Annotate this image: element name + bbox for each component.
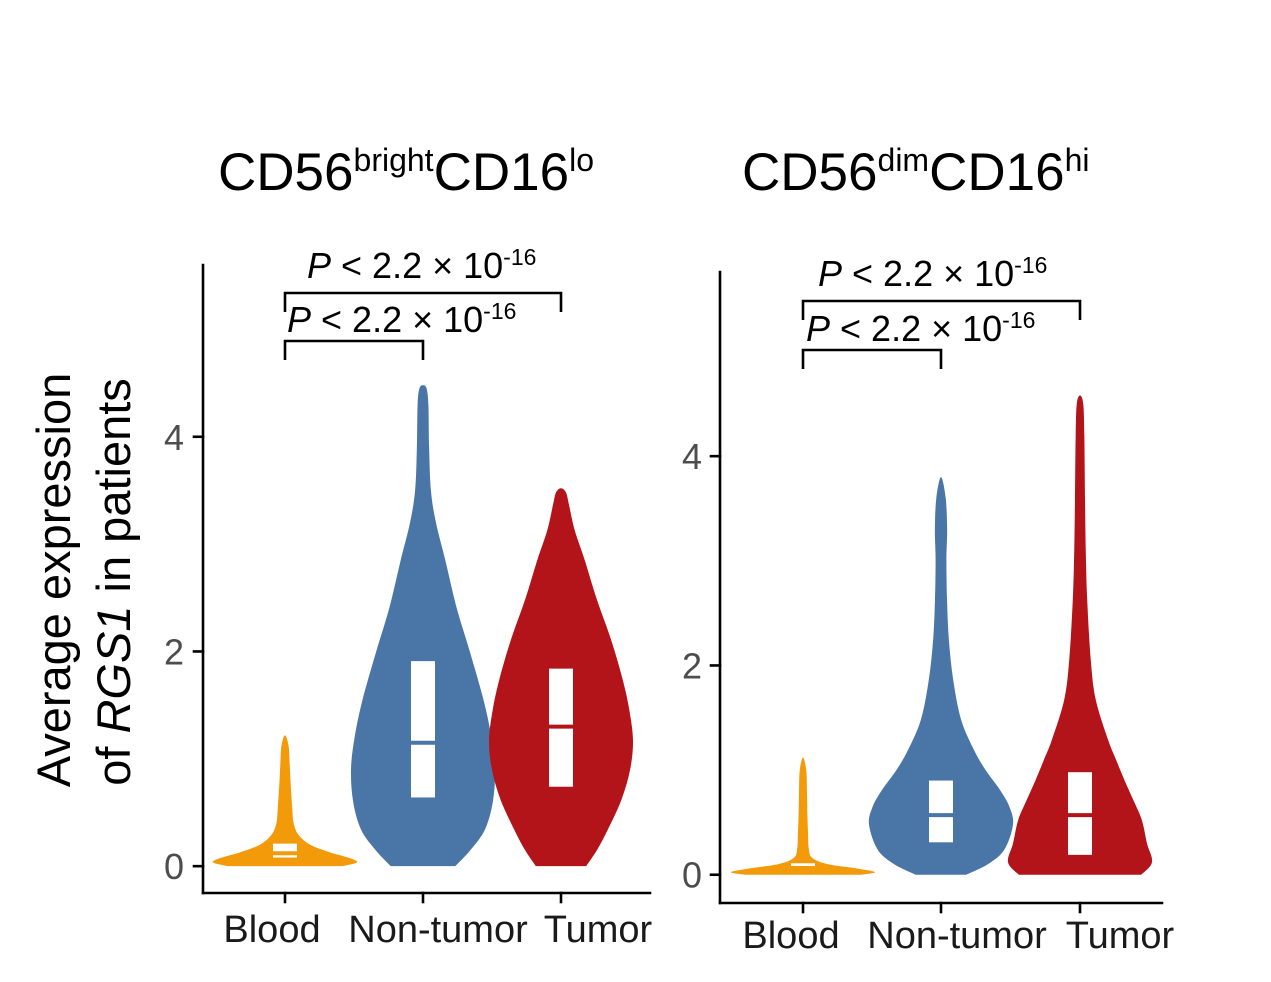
y-axis-label-prefix: of bbox=[87, 734, 140, 786]
p-value-text: < 2.2 × 10 bbox=[311, 299, 483, 340]
x-tick-label-blood: Blood bbox=[223, 909, 320, 951]
p-value-exponent: -16 bbox=[503, 244, 536, 270]
gene-name: RGS1 bbox=[87, 606, 140, 734]
y-tick-label: 4 bbox=[682, 436, 702, 477]
y-axis-label-line-1: Average expression bbox=[27, 373, 80, 788]
p-value-exponent: -16 bbox=[483, 298, 516, 324]
box-blood bbox=[273, 843, 297, 858]
panel-cd56bright-cd16lo: CD56brightCD16lo 024 P < 2.2 × 10-16 P <… bbox=[164, 142, 653, 951]
x-tick-label-tumor: Tumor bbox=[1066, 915, 1175, 957]
title-marker: CD56 bbox=[742, 143, 878, 202]
comparison-bracket bbox=[801, 299, 1082, 320]
violin-blood bbox=[212, 735, 358, 867]
p-symbol: P bbox=[806, 308, 830, 349]
p-value-text: < 2.2 × 10 bbox=[331, 245, 503, 286]
x-tick-label-tumor: Tumor bbox=[544, 909, 653, 951]
box-non-tumor bbox=[411, 661, 435, 798]
p-value-label-blood-vs-tumor: P < 2.2 × 10-16 bbox=[818, 252, 1047, 294]
comparison-bracket bbox=[283, 291, 563, 312]
y-axis-label-suffix: in patients bbox=[87, 378, 140, 605]
p-value-label-blood-vs-non-tumor: P < 2.2 × 10-16 bbox=[287, 298, 516, 340]
p-value-label-blood-vs-tumor: P < 2.2 × 10-16 bbox=[307, 244, 536, 286]
y-tick-label: 2 bbox=[682, 645, 702, 686]
comparison-bracket bbox=[801, 348, 943, 369]
y-tick-label: 0 bbox=[164, 846, 184, 887]
title-superscript: bright bbox=[354, 142, 434, 178]
p-symbol: P bbox=[287, 299, 311, 340]
p-symbol: P bbox=[307, 245, 331, 286]
title-superscript: dim bbox=[878, 142, 930, 178]
comparison-bracket bbox=[283, 339, 425, 360]
y-tick-label: 2 bbox=[164, 631, 184, 672]
plot-area: 0 2 4 bbox=[682, 270, 1164, 914]
violin-non-tumor bbox=[868, 477, 1014, 875]
title-marker: CD16 bbox=[434, 143, 570, 202]
violin-blood bbox=[730, 757, 876, 875]
y-axis-label-line-2: of RGS1 in patients bbox=[87, 378, 140, 786]
box-blood bbox=[791, 863, 815, 869]
x-tick-label-non-tumor: Non-tumor bbox=[348, 909, 528, 951]
panel-title: CD56brightCD16lo bbox=[218, 142, 594, 202]
violin-non-tumor bbox=[350, 385, 496, 867]
plot-area: 0 2 4 bbox=[164, 263, 652, 904]
p-value-label-blood-vs-non-tumor: P < 2.2 × 10-16 bbox=[806, 307, 1035, 349]
y-tick-label: 0 bbox=[682, 855, 702, 896]
p-value-text: < 2.2 × 10 bbox=[842, 253, 1014, 294]
title-marker: CD56 bbox=[218, 143, 354, 202]
panel-cd56dim-cd16hi: CD56dimCD16hi 024 P < 2.2 × 10-16 P < 2.… bbox=[682, 142, 1175, 957]
panel-title: CD56dimCD16hi bbox=[742, 142, 1090, 202]
title-superscript: hi bbox=[1065, 142, 1090, 178]
p-value-exponent: -16 bbox=[1002, 307, 1035, 333]
violin-tumor bbox=[1007, 395, 1153, 875]
x-tick-label-non-tumor: Non-tumor bbox=[867, 915, 1047, 957]
title-superscript: lo bbox=[569, 142, 594, 178]
p-symbol: P bbox=[818, 253, 842, 294]
y-tick-label: 4 bbox=[164, 417, 184, 458]
title-marker: CD16 bbox=[929, 143, 1065, 202]
box-non-tumor bbox=[929, 780, 953, 843]
p-value-exponent: -16 bbox=[1014, 252, 1047, 278]
p-value-text: < 2.2 × 10 bbox=[830, 308, 1002, 349]
x-tick-label-blood: Blood bbox=[742, 915, 839, 957]
